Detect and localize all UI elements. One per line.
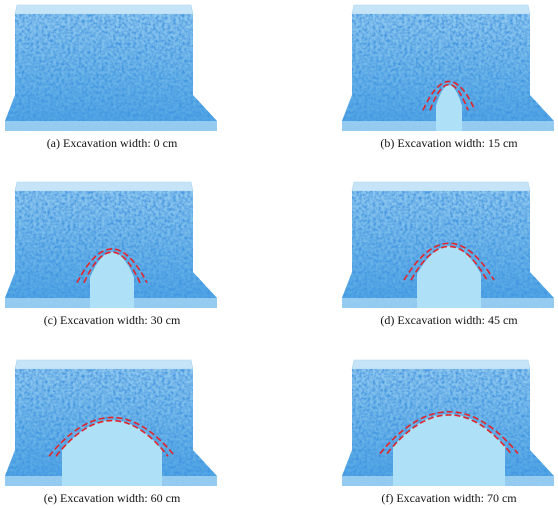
slab-body [5,14,217,131]
panel: (c) Excavation width: 30 cm [5,181,217,327]
caption: (b) Excavation width: 15 cm [380,136,518,150]
panel: (d) Excavation width: 45 cm [342,181,554,327]
caption: (a) Excavation width: 0 cm [47,136,178,150]
arch-line [76,248,148,284]
slab-top [351,4,531,15]
caption: (c) Excavation width: 30 cm [44,313,181,327]
caption: (e) Excavation width: 60 cm [44,491,181,505]
panel: (a) Excavation width: 0 cm [5,4,217,150]
slab-body [342,14,554,131]
panel: (e) Excavation width: 60 cm [5,359,217,505]
panel: (f) Excavation width: 70 cm [342,359,554,505]
slab-top [14,359,194,370]
base-strip [5,121,217,131]
caption: (f) Excavation width: 70 cm [381,491,517,505]
arch-line [410,245,488,281]
excavation-opening [90,252,134,308]
slab-top [14,4,194,15]
panel: (b) Excavation width: 15 cm [342,4,554,150]
arch-line [403,242,495,281]
excavation-opening [417,246,481,308]
arch-line [429,83,469,111]
caption: (d) Excavation width: 45 cm [380,313,518,327]
panels: (a) Excavation width: 0 cm (b) Excavation… [5,4,554,505]
excavation-opening [436,85,462,131]
arch-line [48,416,176,457]
arch-line [83,251,141,284]
arch-line [386,414,512,455]
slab-top [351,181,531,192]
arch-line [422,80,476,111]
arch-line [55,420,169,457]
slab-top [351,359,531,370]
slab-top [14,181,194,192]
excavation-opening [393,414,505,486]
arch-line [379,410,519,455]
excavation-opening [62,420,162,486]
